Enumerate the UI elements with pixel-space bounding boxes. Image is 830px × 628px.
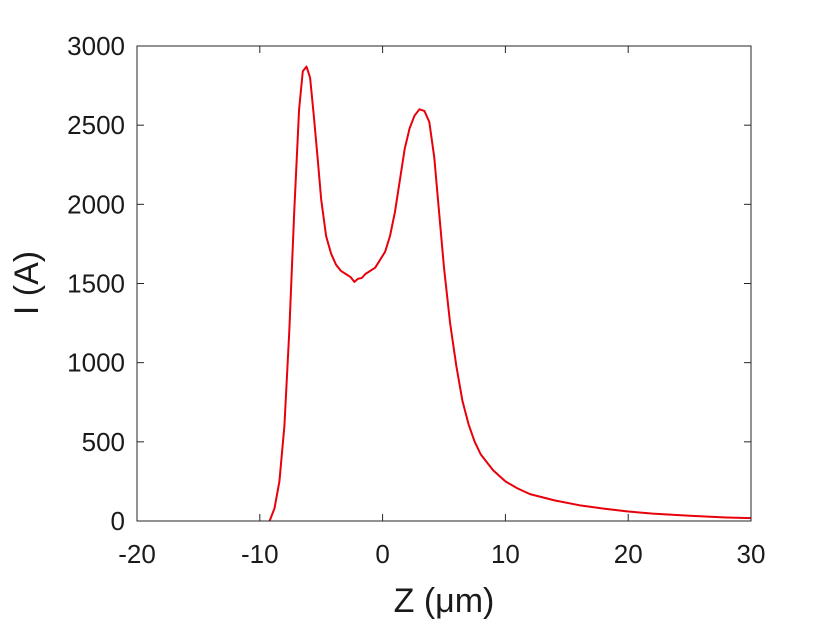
x-tick-label: 20 — [614, 539, 643, 569]
y-tick-label: 1000 — [67, 348, 125, 378]
y-tick-label: 3000 — [67, 31, 125, 61]
y-tick-label: 500 — [82, 427, 125, 457]
y-tick-label: 0 — [111, 506, 125, 536]
x-tick-label: -10 — [241, 539, 279, 569]
plot-frame — [136, 45, 752, 522]
y-axis-label: I (A) — [8, 251, 46, 315]
x-axis-label: Z (μm) — [394, 582, 495, 620]
series-line — [268, 65, 752, 522]
plot-background — [137, 46, 751, 521]
series-layer — [268, 65, 752, 522]
x-tick-label: 30 — [737, 539, 766, 569]
y-tick-label: 2500 — [67, 110, 125, 140]
y-tick-label: 1500 — [67, 269, 125, 299]
x-tick-label: -20 — [118, 539, 156, 569]
x-tick-label: 10 — [491, 539, 520, 569]
y-tick-label: 2000 — [67, 189, 125, 219]
x-axis-ticks: -20 -10 0 10 20 30 — [118, 46, 765, 569]
x-tick-label: 0 — [375, 539, 389, 569]
y-axis-ticks: 0 500 1000 1500 2000 2500 3000 — [67, 31, 751, 536]
